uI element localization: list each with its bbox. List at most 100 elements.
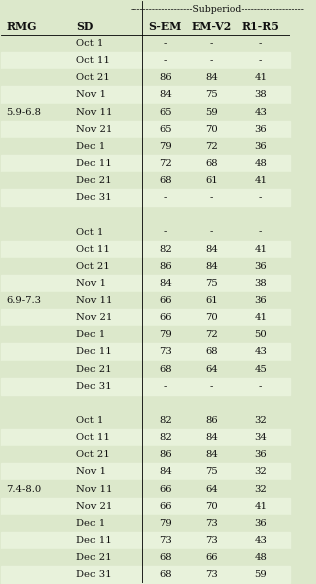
Text: Oct 11: Oct 11 [76, 433, 110, 442]
Bar [1, 206, 289, 224]
Text: 72: 72 [159, 159, 172, 168]
Bar [1, 103, 289, 121]
Bar [1, 1, 289, 18]
Bar [1, 481, 289, 498]
Text: Dec 1: Dec 1 [76, 142, 105, 151]
Bar [1, 463, 289, 481]
Bar [1, 258, 289, 275]
Text: Nov 21: Nov 21 [76, 313, 112, 322]
Text: 73: 73 [159, 347, 172, 356]
Text: 68: 68 [205, 159, 218, 168]
Bar [1, 446, 289, 463]
Text: Dec 31: Dec 31 [76, 193, 112, 202]
Bar [1, 515, 289, 532]
Bar [1, 189, 289, 206]
Text: -: - [164, 382, 167, 391]
Text: 36: 36 [254, 125, 267, 134]
Text: 61: 61 [205, 296, 218, 305]
Text: 41: 41 [254, 245, 267, 253]
Bar [1, 566, 289, 583]
Text: 68: 68 [159, 364, 172, 374]
Text: 72: 72 [205, 142, 218, 151]
Text: Dec 21: Dec 21 [76, 553, 112, 562]
Bar [1, 412, 289, 429]
Text: 41: 41 [254, 176, 267, 185]
Text: 86: 86 [159, 74, 172, 82]
Bar [1, 121, 289, 138]
Text: Dec 1: Dec 1 [76, 331, 105, 339]
Text: 79: 79 [159, 519, 172, 528]
Text: -: - [210, 39, 213, 48]
Text: -: - [164, 228, 167, 237]
Bar [1, 69, 289, 86]
Text: 32: 32 [254, 485, 267, 493]
Bar [1, 275, 289, 292]
Text: 73: 73 [205, 570, 218, 579]
Bar [1, 121, 289, 138]
Text: 79: 79 [159, 142, 172, 151]
Bar [1, 446, 289, 463]
Text: 48: 48 [254, 159, 267, 168]
Text: -: - [210, 193, 213, 202]
Text: Oct 1: Oct 1 [76, 416, 103, 425]
Bar [1, 103, 289, 121]
Text: 84: 84 [205, 245, 218, 253]
Bar [1, 241, 289, 258]
Text: Nov 11: Nov 11 [76, 485, 112, 493]
Bar [1, 326, 289, 343]
Bar [1, 292, 289, 309]
Bar [1, 360, 289, 378]
Text: 41: 41 [254, 313, 267, 322]
Text: 41: 41 [254, 74, 267, 82]
Text: -: - [259, 228, 262, 237]
Text: 84: 84 [205, 450, 218, 459]
Bar [1, 275, 289, 292]
Text: 68: 68 [159, 570, 172, 579]
Text: 48: 48 [254, 553, 267, 562]
Text: Nov 11: Nov 11 [76, 296, 112, 305]
Text: 59: 59 [205, 107, 218, 117]
Bar [1, 412, 289, 429]
Text: 75: 75 [205, 91, 218, 99]
Text: Oct 21: Oct 21 [76, 262, 110, 271]
Text: Nov 1: Nov 1 [76, 279, 106, 288]
Text: Dec 31: Dec 31 [76, 382, 112, 391]
Text: Dec 21: Dec 21 [76, 364, 112, 374]
Text: RMG: RMG [6, 21, 37, 32]
Text: Nov 21: Nov 21 [76, 502, 112, 510]
Text: 43: 43 [254, 107, 267, 117]
Text: 6.9-7.3: 6.9-7.3 [6, 296, 41, 305]
Text: Oct 21: Oct 21 [76, 450, 110, 459]
Text: Dec 11: Dec 11 [76, 347, 112, 356]
Bar [1, 360, 289, 378]
Bar [1, 155, 289, 172]
Text: 43: 43 [254, 536, 267, 545]
Text: SD: SD [76, 21, 93, 32]
Bar [1, 532, 289, 549]
Text: -: - [259, 193, 262, 202]
Bar [1, 138, 289, 155]
Bar [1, 549, 289, 566]
Text: -: - [164, 56, 167, 65]
Bar [1, 378, 289, 395]
Bar [1, 481, 289, 498]
Text: 82: 82 [159, 433, 172, 442]
Text: 7.4-8.0: 7.4-8.0 [6, 485, 42, 493]
Text: 68: 68 [205, 347, 218, 356]
Text: Dec 31: Dec 31 [76, 570, 112, 579]
Text: Dec 1: Dec 1 [76, 519, 105, 528]
Text: 64: 64 [205, 364, 218, 374]
Text: 41: 41 [254, 502, 267, 510]
Bar [1, 498, 289, 515]
Bar [1, 52, 289, 69]
Text: 43: 43 [254, 347, 267, 356]
Text: 36: 36 [254, 296, 267, 305]
Bar [1, 326, 289, 343]
Bar [1, 515, 289, 532]
Text: 36: 36 [254, 519, 267, 528]
Bar [1, 498, 289, 515]
Text: 36: 36 [254, 262, 267, 271]
Bar [1, 566, 289, 583]
Text: -: - [259, 39, 262, 48]
Bar [1, 241, 289, 258]
